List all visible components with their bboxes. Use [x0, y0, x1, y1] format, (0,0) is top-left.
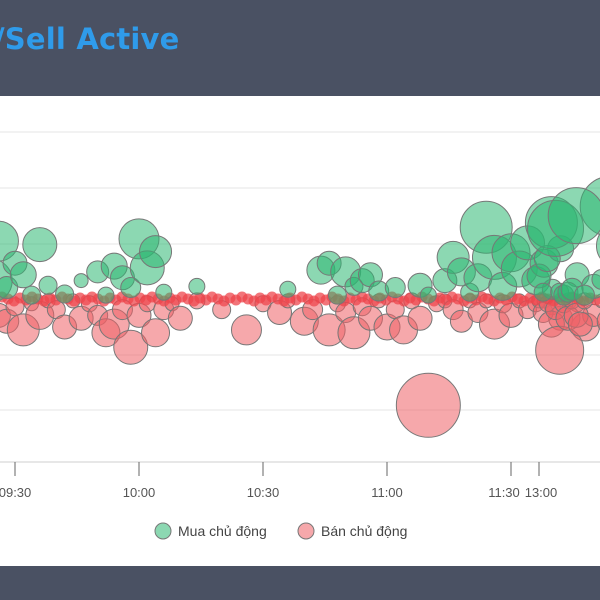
buy-bubble[interactable]: [97, 286, 115, 304]
sell-bubble[interactable]: [141, 318, 171, 348]
buy-bubble[interactable]: [591, 269, 600, 290]
buy-bubble[interactable]: [595, 224, 600, 268]
sell-bubble[interactable]: [395, 372, 461, 438]
sell-bubble[interactable]: [407, 305, 433, 331]
x-tick-label: 11:00: [371, 485, 403, 500]
buy-bubble[interactable]: [38, 275, 58, 295]
buy-bubble[interactable]: [55, 284, 75, 304]
footer-bar: [0, 566, 600, 600]
buy-bubble[interactable]: [573, 284, 595, 306]
x-tick-label: 11:30: [488, 485, 520, 500]
buy-bubble[interactable]: [533, 282, 553, 302]
buy-bubble[interactable]: [155, 283, 173, 301]
legend-buy-swatch[interactable]: [154, 522, 172, 540]
legend-buy-label[interactable]: Mua chủ động: [178, 523, 267, 539]
buy-bubble[interactable]: [547, 187, 600, 245]
buy-bubble[interactable]: [9, 261, 37, 289]
x-tick-label: 10:00: [123, 485, 156, 500]
sell-bubble[interactable]: [113, 329, 149, 365]
buy-bubble[interactable]: [22, 227, 58, 263]
sell-bubble[interactable]: [596, 308, 600, 334]
legend-sell-swatch[interactable]: [297, 522, 315, 540]
buy-bubble[interactable]: [139, 235, 173, 269]
buy-bubble[interactable]: [120, 277, 142, 299]
sell-bubble[interactable]: [230, 314, 262, 346]
buy-bubble[interactable]: [327, 285, 347, 305]
legend-sell-label[interactable]: Bán chủ động: [321, 523, 407, 539]
buy-bubble[interactable]: [188, 277, 206, 295]
buy-bubble[interactable]: [279, 280, 297, 298]
sell-bubble[interactable]: [567, 311, 593, 337]
page-title: /Sell Active: [0, 22, 180, 56]
buy-series-bubbles: [0, 177, 600, 306]
buy-bubble[interactable]: [22, 285, 42, 305]
x-tick-label: 13:00: [525, 485, 558, 500]
sell-bubble[interactable]: [167, 305, 193, 331]
buy-bubble[interactable]: [419, 286, 437, 304]
chart-legend[interactable]: Mua chủ động Bán chủ động: [154, 522, 407, 540]
x-tick-label: 10:30: [247, 485, 280, 500]
buy-bubble[interactable]: [73, 273, 89, 289]
x-tick-label: 09:30: [0, 485, 31, 500]
buy-bubble[interactable]: [384, 277, 406, 299]
x-axis: 09:30 10:00 10:30 11:00 11:30 13:00: [0, 461, 600, 500]
header-bar: /Sell Active: [0, 0, 600, 96]
sell-series-bubbles: [0, 291, 600, 438]
